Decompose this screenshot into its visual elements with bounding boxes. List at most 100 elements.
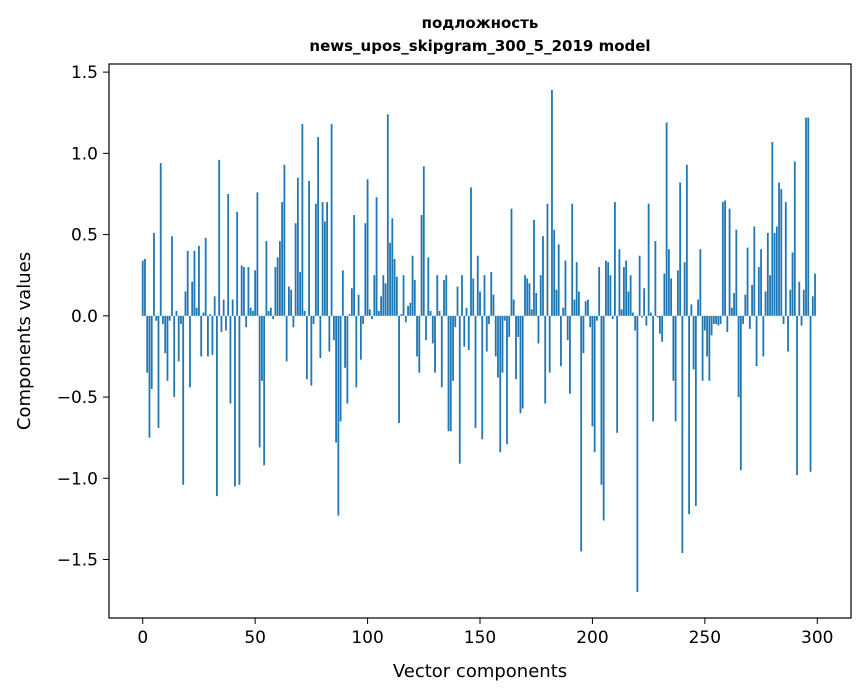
bar-171 [526,278,529,316]
bar-291 [796,315,798,476]
bar-299 [814,273,816,316]
bar-97 [359,315,362,360]
bar-293 [800,315,803,326]
bar-48 [249,307,252,316]
bar-188 [564,260,567,316]
bar-55 [265,241,268,316]
bar-243 [688,315,691,515]
bar-80 [321,202,324,316]
bar-13 [171,236,173,316]
bar-240 [681,315,684,554]
bars-layer [141,89,816,593]
bar-298 [811,296,814,316]
bar-64 [285,315,288,362]
y-tick-label: 1.0 [71,144,98,164]
bar-117 [404,315,407,323]
bar-271 [751,284,753,316]
bar-73 [305,315,308,380]
bar-226 [649,312,652,316]
bar-84 [330,124,333,316]
bar-146 [470,187,472,316]
bar-264 [735,229,738,316]
bar-295 [805,117,807,316]
bar-99 [364,223,367,316]
bar-35 [220,315,223,333]
y-tick-label: 0.0 [71,307,98,327]
bar-41 [234,315,236,487]
bar-138 [452,315,454,381]
bar-47 [247,267,250,316]
bar-288 [789,289,792,316]
bar-181 [548,315,551,373]
bar-5 [153,232,155,316]
bar-166 [515,315,517,380]
bar-112 [393,258,396,316]
bar-148 [474,315,477,428]
bar-190 [569,315,571,394]
bar-278 [766,232,769,316]
bar-225 [647,203,650,316]
bar-269 [746,247,749,316]
bar-95 [355,315,358,388]
bar-92 [348,314,351,316]
bar-70 [299,271,302,316]
bar-279 [769,275,771,316]
bar-215 [625,260,628,316]
bar-211 [616,315,619,433]
bar-63 [283,164,286,316]
bar-210 [614,202,616,316]
bar-172 [528,283,531,316]
bar-241 [683,262,686,316]
bar-232 [663,273,666,316]
bar-133 [440,315,443,388]
bar-251 [706,315,708,357]
bar-67 [292,315,295,328]
bar-162 [506,315,508,445]
bar-227 [652,315,655,422]
bar-151 [481,315,484,440]
bar-209 [611,315,614,320]
bar-289 [791,252,794,316]
bar-254 [712,315,715,324]
bar-45 [243,267,245,316]
bar-129 [431,315,434,344]
y-tick-label: −1.0 [57,469,98,489]
bar-285 [782,315,785,324]
bar-249 [701,315,704,381]
bar-263 [733,293,735,316]
y-tick-label: 0.5 [71,226,98,246]
bar-176 [537,315,540,344]
bar-239 [679,182,682,316]
bar-75 [310,315,313,386]
bar-182 [551,89,553,316]
bar-186 [560,315,562,367]
bar-157 [494,315,497,357]
bar-222 [640,315,643,318]
bar-107 [382,275,385,316]
bar-144 [465,307,468,316]
bar-11 [166,315,169,381]
bar-119 [409,302,412,316]
bar-2 [146,315,149,373]
bar-1 [144,258,146,316]
bar-102 [371,315,373,320]
bar-193 [575,262,578,316]
x-tick-label: 50 [244,628,266,648]
bar-32 [213,296,216,316]
bar-231 [661,315,664,342]
bar-187 [562,307,565,316]
bar-283 [778,182,780,316]
bar-120 [411,255,414,316]
bar-197 [584,301,587,316]
x-tick-label: 100 [351,628,383,648]
bar-37 [225,315,227,331]
bar-173 [530,309,533,316]
bar-167 [517,315,520,337]
bar-40 [231,299,234,316]
bar-245 [692,315,695,370]
x-axis-label: Vector components [393,661,567,682]
bar-286 [784,202,787,316]
bar-61 [278,241,281,316]
bar-234 [667,249,670,316]
bar-72 [303,310,306,316]
